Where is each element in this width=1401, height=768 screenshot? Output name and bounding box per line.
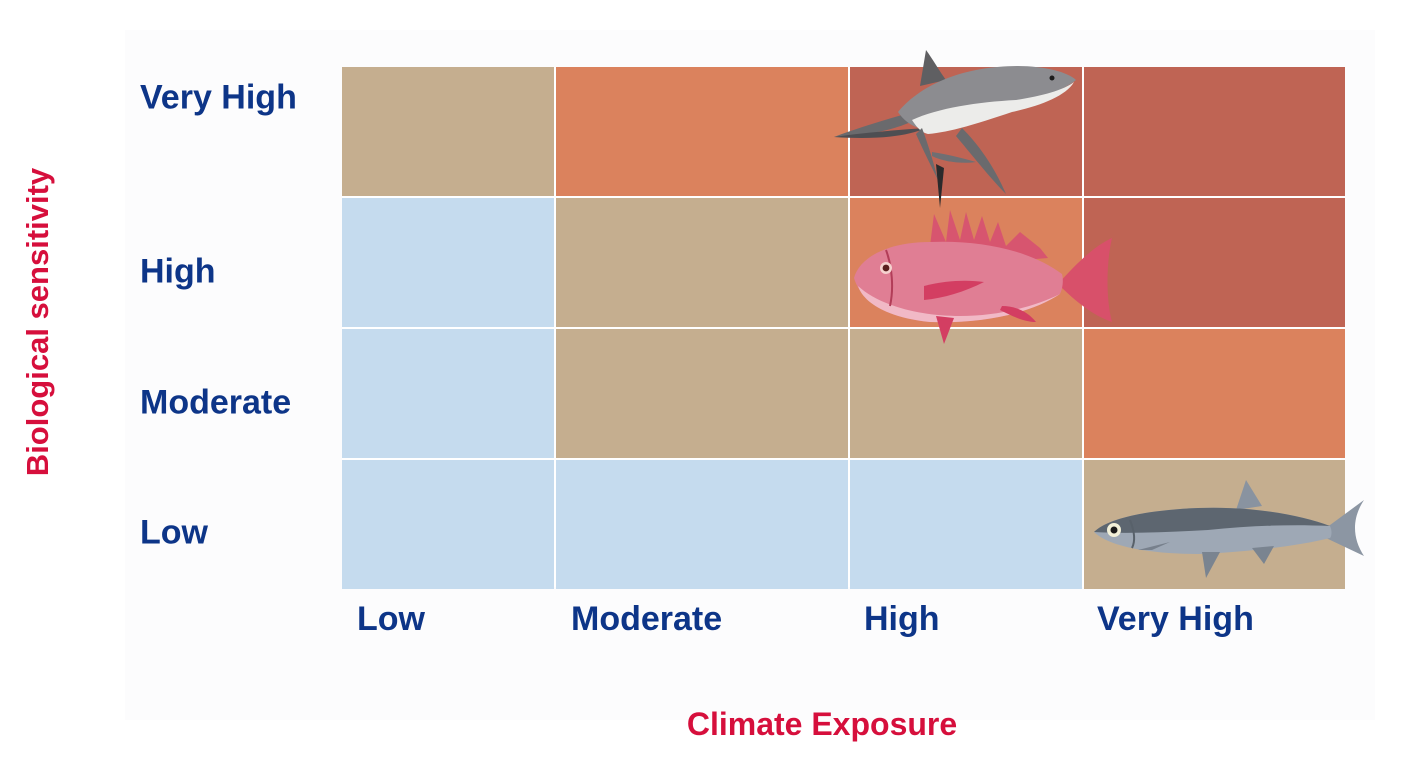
matrix-cell-low-x-moderate [556,460,848,589]
herring-icon [1094,480,1364,578]
col-label-low: Low [357,600,425,638]
matrix-cell-high-x-moderate [556,198,848,327]
matrix-cell-moderate-x-moderate [556,329,848,458]
shark-icon [834,50,1076,208]
matrix-cell-low-x-high [850,460,1082,589]
col-label-moderate: Moderate [571,600,723,638]
y-axis-title: Biological sensitivity [20,167,55,477]
red-snapper-icon [854,210,1112,344]
row-label-high: High [140,252,216,291]
x-axis-title: Climate Exposure [686,706,958,742]
matrix-cell-low-x-low [342,460,554,589]
row-label-low: Low [140,513,208,552]
matrix-cell-high-x-very-high [1084,198,1345,327]
matrix-cell-very-high-x-low [342,67,554,196]
row-label-very-high: Very High [140,78,297,117]
matrix-cell-moderate-x-very-high [1084,329,1345,458]
matrix-cell-very-high-x-very-high [1084,67,1345,196]
row-label-moderate: Moderate [140,383,292,422]
matrix-cell-moderate-x-high [850,329,1082,458]
matrix-cell-very-high-x-moderate [556,67,848,196]
matrix-cell-moderate-x-low [342,329,554,458]
matrix-cell-high-x-low [342,198,554,327]
col-label-very-high: Very High [1097,600,1254,638]
col-label-high: High [864,600,940,638]
